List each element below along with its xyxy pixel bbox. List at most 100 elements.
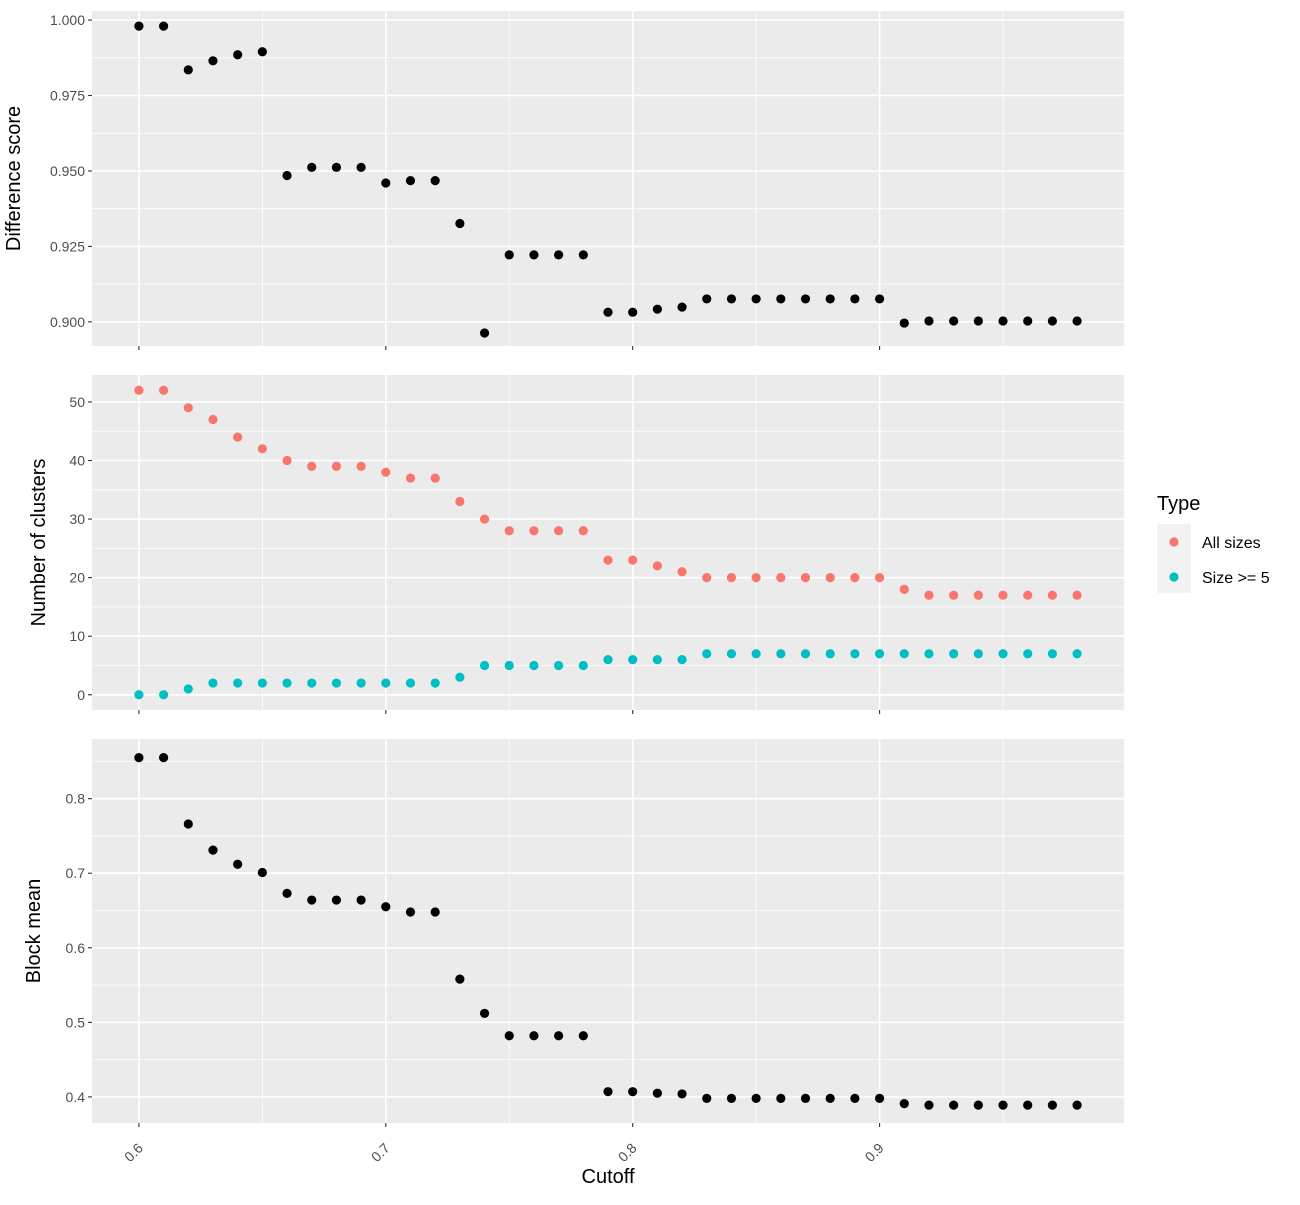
data-point	[183, 65, 193, 75]
data-point	[850, 1093, 860, 1103]
y-axis-title: Difference score	[3, 106, 25, 251]
data-point	[874, 294, 885, 304]
data-point	[331, 678, 342, 688]
y-tick-label: 10	[69, 628, 85, 644]
data-point	[430, 473, 440, 483]
data-point	[504, 526, 514, 536]
data-point	[282, 170, 292, 181]
data-point	[381, 178, 391, 188]
data-point	[356, 895, 366, 905]
data-point	[899, 649, 909, 659]
data-point	[307, 461, 317, 471]
x-tick-label: 0.8	[615, 1140, 640, 1165]
data-point	[208, 414, 218, 425]
data-point	[356, 162, 366, 172]
data-point	[776, 294, 786, 304]
y-tick-label: 0.950	[50, 163, 85, 179]
data-point	[973, 1100, 983, 1110]
data-point	[381, 678, 391, 688]
data-point	[652, 1088, 662, 1098]
data-point	[924, 649, 934, 659]
data-point	[455, 974, 465, 984]
data-point	[998, 590, 1008, 600]
data-point	[307, 678, 317, 688]
series-1	[134, 21, 1082, 338]
data-point	[702, 1093, 712, 1103]
y-tick-label: 30	[69, 511, 85, 527]
data-point	[628, 307, 638, 317]
data-point	[233, 432, 243, 442]
data-point	[949, 590, 959, 600]
data-point	[455, 672, 465, 682]
data-point	[800, 1093, 811, 1103]
data-point	[233, 859, 243, 869]
data-point	[751, 649, 761, 659]
y-tick-label: 0.900	[50, 314, 85, 330]
data-point	[578, 1031, 588, 1041]
data-point	[529, 660, 539, 671]
data-point	[652, 304, 662, 314]
data-point	[751, 573, 761, 583]
data-point	[158, 385, 169, 395]
data-point	[554, 526, 564, 536]
data-point	[405, 678, 416, 688]
y-tick-label: 0.6	[66, 940, 86, 956]
data-point	[134, 21, 144, 31]
data-point	[529, 526, 539, 536]
data-point	[973, 590, 983, 600]
data-point	[479, 660, 490, 671]
data-point	[455, 496, 465, 507]
data-point	[381, 902, 391, 912]
data-point	[554, 250, 564, 260]
data-point	[924, 316, 934, 326]
data-point	[800, 294, 811, 304]
series-all-sizes	[134, 385, 1082, 600]
data-point	[702, 649, 712, 659]
panel-difference: 0.900 0.925 0.950 0.975 1.000 Difference scor…	[3, 11, 1124, 350]
data-point	[208, 678, 218, 688]
data-point	[578, 526, 588, 536]
legend: Type All sizes Size >= 5	[1157, 493, 1270, 593]
data-point	[1072, 316, 1082, 326]
data-point	[998, 649, 1008, 659]
data-point	[455, 218, 465, 229]
data-point	[307, 162, 317, 172]
data-point	[479, 1008, 490, 1018]
data-point	[504, 250, 514, 260]
data-point	[554, 660, 564, 671]
data-point	[998, 1100, 1008, 1110]
data-point	[850, 294, 860, 304]
data-point	[702, 294, 712, 304]
data-point	[924, 590, 934, 600]
y-tick-label: 40	[69, 453, 85, 469]
data-point	[233, 50, 243, 60]
legend-label: Size >= 5	[1202, 570, 1270, 587]
data-point	[381, 467, 391, 477]
data-point	[233, 678, 243, 688]
y-tick-label: 0.5	[66, 1014, 86, 1030]
data-point	[776, 1093, 786, 1103]
data-point	[874, 649, 885, 659]
data-point	[578, 250, 588, 260]
data-point	[1023, 649, 1033, 659]
series-size-5	[134, 649, 1082, 700]
data-point	[628, 555, 638, 565]
y-axis-title: Block mean	[23, 879, 45, 984]
data-point	[973, 649, 983, 659]
x-tick-label: 0.7	[368, 1140, 393, 1165]
data-point	[183, 403, 193, 413]
data-point	[677, 655, 687, 665]
data-point	[850, 649, 860, 659]
data-point	[430, 907, 440, 917]
data-point	[949, 316, 959, 326]
data-point	[726, 1093, 737, 1103]
data-point	[1047, 1100, 1058, 1110]
data-point	[973, 316, 983, 326]
data-point	[183, 684, 193, 694]
data-point	[677, 302, 687, 312]
data-point	[726, 649, 737, 659]
data-point	[529, 250, 539, 260]
data-point	[1072, 590, 1082, 600]
